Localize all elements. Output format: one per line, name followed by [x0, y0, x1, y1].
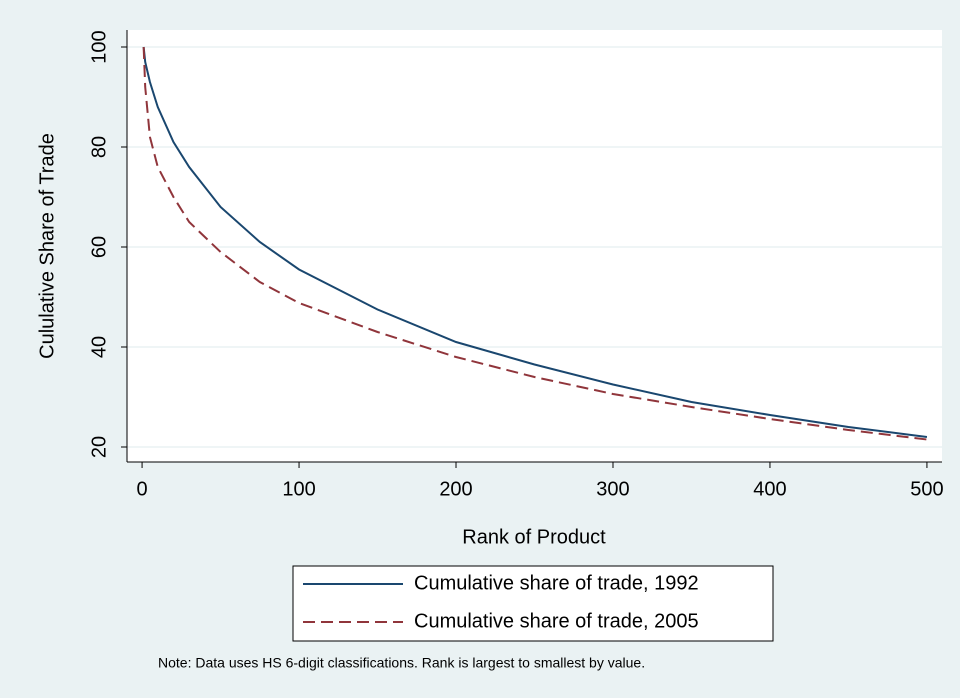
legend-box — [292, 565, 774, 642]
y-tick-label: 100 — [88, 30, 110, 63]
x-tick-label: 0 — [137, 478, 148, 500]
legend-label: Cumulative share of trade, 2005 — [414, 610, 699, 632]
note: Note: Data uses HS 6-digit classificatio… — [158, 655, 645, 671]
y-tick-label: 60 — [88, 236, 110, 258]
series-line — [142, 46, 928, 441]
x-tick-label: 200 — [439, 478, 472, 500]
x-tick-label: 500 — [910, 478, 943, 500]
plot-area — [127, 30, 942, 462]
y-tick-label: 20 — [88, 436, 110, 458]
x-tick-label: 400 — [753, 478, 786, 500]
series-line — [142, 46, 928, 438]
y-tick-label: 40 — [88, 336, 110, 358]
y-tick-label: 80 — [88, 136, 110, 158]
y-axis-title: Cululative Share of Trade — [36, 133, 58, 359]
legend-label: Cumulative share of trade, 1992 — [414, 572, 699, 594]
x-axis-title: Rank of Product — [462, 526, 606, 548]
x-tick-label: 300 — [596, 478, 629, 500]
x-tick-label: 100 — [282, 478, 315, 500]
